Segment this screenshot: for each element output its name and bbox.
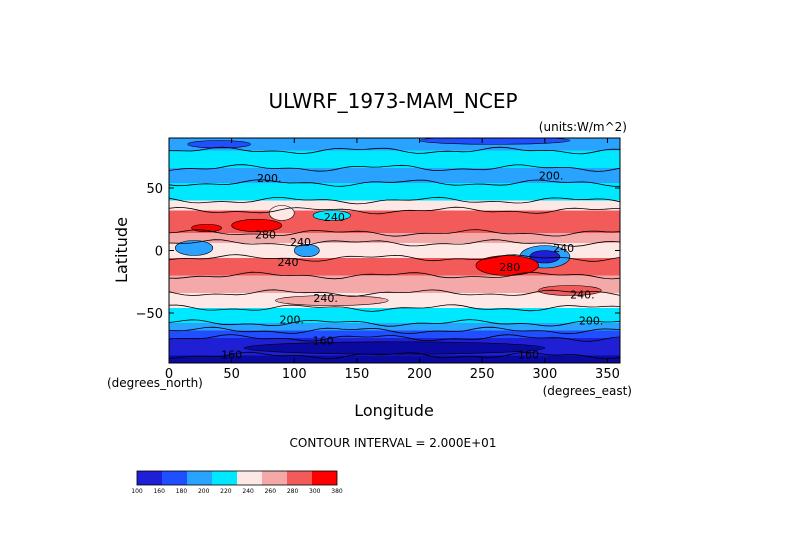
contour-label-0: 200. — [257, 172, 282, 185]
colorbar-swatch-7 — [312, 471, 337, 485]
contour-line-9 — [169, 239, 620, 247]
contour-line-15 — [169, 146, 620, 155]
contour-line-2 — [169, 334, 620, 342]
contour-region-7 — [538, 285, 602, 296]
colorbar-label-180: 180 — [176, 488, 188, 495]
contour-region-13 — [243, 341, 546, 355]
contour-band-13 — [169, 168, 620, 183]
contour-label-7: 240 — [553, 242, 574, 255]
contour-region-10 — [312, 210, 351, 221]
contour-band-2 — [169, 330, 620, 338]
contour-label-8: 240. — [313, 292, 338, 305]
contour-line-7 — [169, 271, 620, 280]
colorbar-swatch-1 — [162, 471, 187, 485]
contour-band-11 — [169, 200, 620, 211]
contour-region-6 — [475, 255, 539, 276]
y-axis-label: Latitude — [112, 217, 131, 283]
contour-band-5 — [169, 293, 620, 308]
y-tick-label--50: −50 — [136, 307, 163, 322]
contour-band-14 — [169, 150, 620, 168]
y-axis-ticks: −50 0 50 — [136, 182, 620, 322]
contour-line-1 — [169, 351, 620, 360]
x-tick-label-250: 250 — [470, 367, 495, 382]
x-axis-label: Longitude — [354, 401, 434, 420]
contour-region-0 — [231, 218, 283, 233]
contour-line-8 — [169, 254, 620, 262]
colorbar-label-280: 280 — [287, 488, 299, 495]
colorbar: 100 160 180 200 220 240 260 280 300 380 — [131, 470, 343, 495]
x-tick-label-300: 300 — [532, 367, 557, 382]
contour-label-6: 280 — [499, 261, 520, 274]
chart-title: ULWRF_1973-MAM_NCEP — [268, 89, 517, 113]
contour-band-3 — [169, 323, 620, 331]
contour-region-2 — [174, 240, 214, 256]
colorbar-frame — [136, 470, 338, 486]
contour-line-4 — [169, 319, 620, 327]
contour-region-9 — [268, 205, 295, 221]
colorbar-label-260: 260 — [265, 488, 277, 495]
contour-label-11: 200. — [579, 315, 604, 328]
contour-label-1: 200. — [539, 170, 564, 183]
colorbar-swatch-4 — [237, 471, 262, 485]
y-unit-label: (degrees_north) — [107, 376, 203, 390]
contour-line-6 — [169, 289, 620, 297]
contour-label-4: 240 — [290, 236, 311, 249]
x-unit-label: (degrees_east) — [543, 384, 632, 398]
colorbar-swatch-6 — [287, 471, 312, 485]
contour-band-4 — [169, 308, 620, 323]
contour-line-14 — [169, 164, 620, 172]
contour-label-2: 240 — [324, 211, 345, 224]
colorbar-label-300: 300 — [309, 488, 321, 495]
colorbar-label-240: 240 — [242, 488, 254, 495]
contour-label-10: 200. — [280, 313, 305, 326]
y-tick-label-0: 0 — [155, 245, 163, 260]
contour-label-14: 160 — [518, 348, 539, 361]
contour-line-11 — [169, 206, 620, 215]
contour-line-10 — [169, 229, 620, 237]
contour-band-8 — [169, 243, 620, 258]
x-tick-label-350: 350 — [595, 367, 620, 382]
contour-label-5: 240 — [278, 256, 299, 269]
contour-line-12 — [169, 196, 620, 205]
colorbar-swatch-2 — [187, 471, 212, 485]
x-tick-label-100: 100 — [282, 367, 307, 382]
colorbar-swatch-0 — [137, 471, 162, 485]
contour-labels: 200. 200. 240 280 240 240 280 240 240. 240. 200. 20… — [221, 170, 603, 362]
colorbar-label-200: 200 — [198, 488, 210, 495]
contour-region-3 — [293, 243, 320, 258]
contour-region-11 — [187, 140, 251, 149]
contour-band-12 — [169, 183, 620, 201]
colorbar-label-220: 220 — [220, 488, 232, 495]
colorbar-label-100: 100 — [131, 488, 143, 495]
contour-label-9: 240. — [570, 288, 595, 301]
x-axis-ticks: 0 50 100 150 200 250 300 350 — [165, 138, 620, 382]
colorbar-label-380: 380 — [331, 488, 343, 495]
contour-region-8 — [275, 295, 389, 306]
colorbar-swatch-5 — [262, 471, 287, 485]
y-tick-label-50: 50 — [146, 182, 163, 197]
contour-line-5 — [169, 304, 620, 312]
contour-interval-text: CONTOUR INTERVAL = 2.000E+01 — [290, 436, 497, 450]
contour-band-6 — [169, 275, 620, 293]
x-tick-label-150: 150 — [345, 367, 370, 382]
contour-line-3 — [169, 326, 620, 335]
x-tick-label-200: 200 — [407, 367, 432, 382]
contour-label-3: 280 — [255, 228, 276, 241]
contour-band-0 — [169, 355, 620, 363]
contour-line-13 — [169, 179, 620, 187]
colorbar-swatch-3 — [212, 471, 237, 485]
contour-band-9 — [169, 233, 620, 243]
units-label: (units:W/m^2) — [539, 120, 627, 134]
contour-field — [169, 138, 620, 363]
x-tick-label-0: 0 — [165, 367, 173, 382]
x-tick-label-50: 50 — [223, 367, 240, 382]
contour-label-12: 160 — [313, 335, 334, 348]
colorbar-label-160: 160 — [153, 488, 165, 495]
contour-label-13: 160 — [221, 348, 242, 361]
